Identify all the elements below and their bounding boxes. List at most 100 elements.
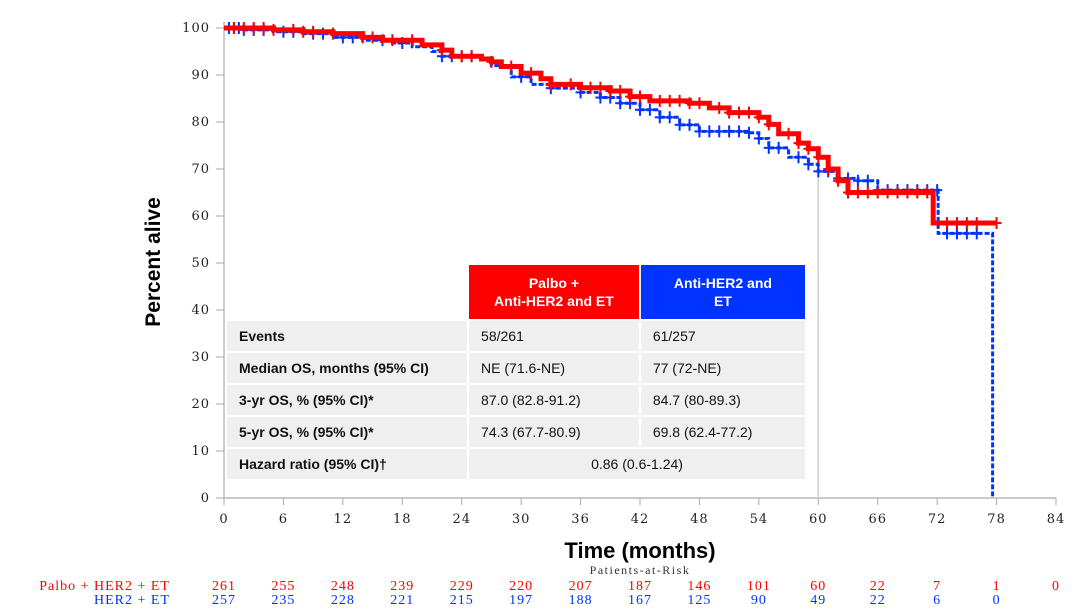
header-control-line1: Anti-HER2 and xyxy=(673,275,772,291)
censor-mark xyxy=(486,55,497,68)
censor-mark xyxy=(625,90,636,103)
censor-mark xyxy=(654,94,665,107)
y-tick-label: 80 xyxy=(191,115,210,130)
censor-mark xyxy=(961,217,972,230)
censor-mark xyxy=(704,125,715,138)
cell-palbo: 87.0 (82.8-91.2) xyxy=(469,385,639,415)
censor-mark xyxy=(872,186,883,199)
censor-mark xyxy=(238,22,249,34)
censor-mark xyxy=(308,25,319,38)
censor-mark xyxy=(862,186,873,199)
censor-mark xyxy=(635,103,645,116)
censor-mark xyxy=(734,106,745,119)
censor-mark xyxy=(852,186,863,199)
censor-mark xyxy=(228,22,239,34)
series-layer xyxy=(223,22,1002,498)
palbo-survival-curve xyxy=(224,25,997,226)
y-tick-label: 70 xyxy=(191,162,210,177)
risk-count: 187 xyxy=(628,579,652,594)
y-tick-label: 100 xyxy=(182,21,210,36)
risk-count: 0 xyxy=(993,593,1001,608)
censor-mark xyxy=(644,103,655,116)
risk-count: 101 xyxy=(747,579,771,594)
risk-table-title: Patients-at-Risk xyxy=(590,563,691,577)
x-tick-label: 72 xyxy=(928,512,947,527)
censor-mark xyxy=(902,186,913,199)
risk-count: 239 xyxy=(390,579,414,594)
y-axis-title: Percent alive xyxy=(142,197,165,327)
series-palbo xyxy=(224,22,1002,230)
header-control-arm: Anti-HER2 and ET xyxy=(640,265,805,319)
censor-mark xyxy=(436,44,447,57)
censor-mark xyxy=(942,217,953,230)
y-tick-label: 50 xyxy=(191,256,210,271)
censor-mark xyxy=(595,81,606,94)
y-tick-label: 20 xyxy=(191,397,210,412)
censor-mark xyxy=(466,50,477,63)
cell-control: 61/257 xyxy=(640,321,805,351)
censor-mark xyxy=(724,125,735,138)
risk-count: 235 xyxy=(271,593,295,608)
censor-mark xyxy=(753,111,764,124)
censor-mark xyxy=(763,118,774,131)
censor-mark xyxy=(298,25,309,38)
censor-mark xyxy=(852,174,863,187)
axes: 0 10 20 30 40 50 60 70 80 90 100 0 6 12 18 24 30 36 42 48 54… xyxy=(182,21,1066,527)
cell-hazard-ratio: 0.86 (0.6-1.24) xyxy=(469,449,805,479)
censor-mark xyxy=(545,78,556,91)
cell-palbo: 74.3 (67.7-80.9) xyxy=(469,417,639,447)
risk-count: 49 xyxy=(810,593,826,608)
row-label: Events xyxy=(227,321,468,351)
censor-mark xyxy=(773,141,784,154)
censor-mark xyxy=(912,186,923,199)
censor-mark xyxy=(843,186,853,199)
censor-mark xyxy=(803,142,814,155)
censor-mark xyxy=(942,227,953,240)
censor-mark xyxy=(803,158,814,171)
censor-mark xyxy=(674,118,685,131)
censor-mark xyxy=(605,84,616,97)
y-tick-label: 40 xyxy=(191,303,210,318)
header-palbo-line2: Anti-HER2 and ET xyxy=(494,293,614,309)
censor-mark xyxy=(674,94,685,107)
table-row-median-os: Median OS, months (95% CI) NE (71.6-NE) … xyxy=(227,353,805,383)
row-label: 3-yr OS, % (95% CI)* xyxy=(227,385,468,415)
censor-mark xyxy=(763,141,774,154)
risk-count: 22 xyxy=(870,579,886,594)
censor-mark xyxy=(793,151,804,164)
risk-count: 146 xyxy=(687,579,711,594)
censor-mark xyxy=(694,97,705,110)
censor-mark xyxy=(585,81,596,94)
censor-mark xyxy=(635,90,645,103)
table-row-events: Events 58/261 61/257 xyxy=(227,321,805,351)
censor-mark xyxy=(615,84,626,97)
row-label: Median OS, months (95% CI) xyxy=(227,353,468,383)
censor-mark xyxy=(615,97,626,110)
row-label: Hazard ratio (95% CI)† xyxy=(227,449,468,479)
x-tick-label: 12 xyxy=(334,512,353,527)
censor-mark xyxy=(862,174,873,187)
censor-mark xyxy=(684,118,695,131)
risk-count: 90 xyxy=(751,593,767,608)
x-tick-label: 84 xyxy=(1047,512,1066,527)
censor-mark xyxy=(833,174,844,187)
censor-mark xyxy=(813,151,824,164)
censor-mark xyxy=(565,78,576,91)
censor-mark xyxy=(654,111,665,124)
x-tick-label: 24 xyxy=(452,512,471,527)
y-tick-label: 10 xyxy=(191,444,210,459)
risk-count: 0 xyxy=(1052,579,1060,594)
cell-control: 77 (72-NE) xyxy=(640,353,805,383)
censor-mark xyxy=(743,126,754,139)
censor-mark xyxy=(327,27,338,40)
censor-mark xyxy=(714,125,725,138)
risk-count: 229 xyxy=(450,579,474,594)
x-tick-label: 18 xyxy=(393,512,412,527)
risk-count: 7 xyxy=(933,579,941,594)
censor-mark xyxy=(813,165,824,178)
risk-count: 1 xyxy=(993,579,1001,594)
risk-count: 261 xyxy=(212,579,236,594)
y-tick-label: 60 xyxy=(191,209,210,224)
risk-count: 188 xyxy=(569,593,593,608)
